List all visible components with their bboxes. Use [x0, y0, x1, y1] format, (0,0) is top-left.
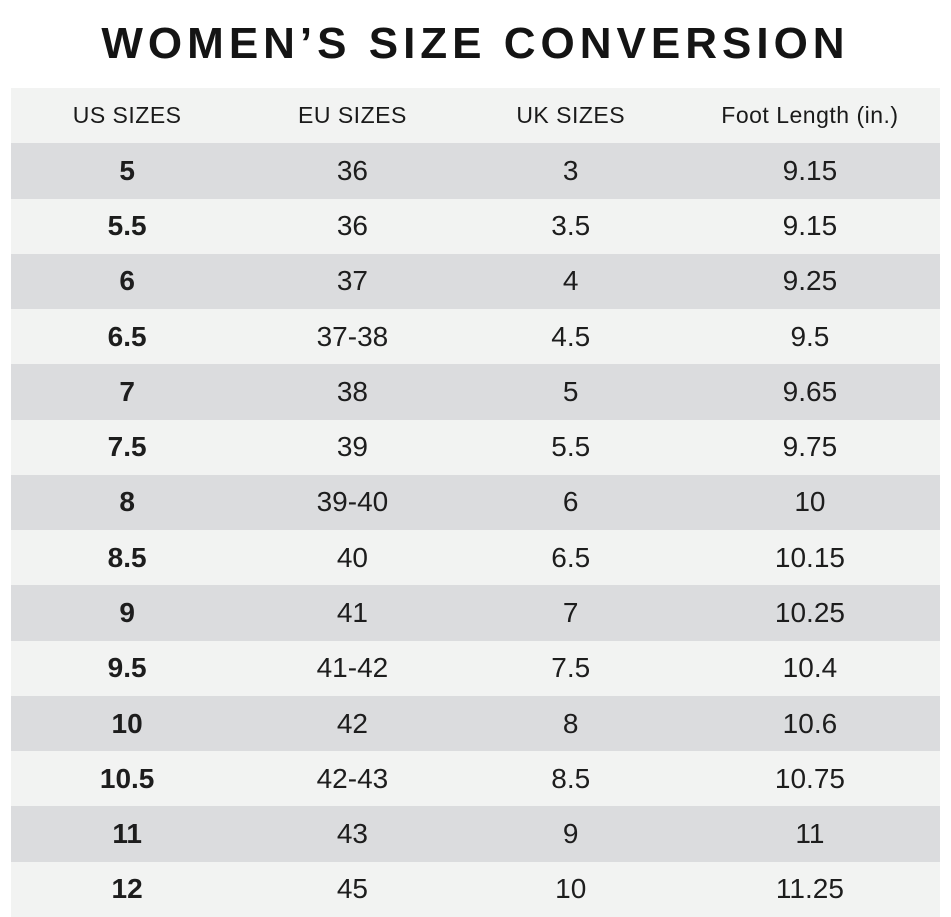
size-conversion-table: US SIZES EU SIZES UK SIZES Foot Length (…: [11, 88, 940, 917]
column-header-uk-sizes: UK SIZES: [516, 102, 626, 129]
cell-eu-size: 41-42: [316, 652, 389, 684]
table-row: 10.5 42-43 8.5 10.75: [11, 751, 940, 807]
cell-eu-size: 45: [336, 873, 368, 905]
cell-eu-size: 36: [336, 210, 368, 242]
cell-eu-size: 39: [336, 431, 368, 463]
cell-foot-length: 10.15: [774, 541, 845, 573]
cell-foot-length: 11: [795, 818, 825, 850]
cell-foot-length: 9.5: [790, 320, 830, 352]
cell-us-size: 9.5: [107, 652, 147, 684]
table-row: 6.5 37-38 4.5 9.5: [11, 309, 940, 365]
cell-uk-size: 3.5: [551, 210, 591, 242]
cell-us-size: 12: [111, 873, 143, 905]
cell-uk-size: 7: [562, 597, 579, 629]
cell-uk-size: 8.5: [551, 762, 591, 794]
cell-eu-size: 42: [336, 707, 368, 739]
cell-foot-length: 10.4: [782, 652, 838, 684]
table-row: 9 41 7 10.25: [11, 585, 940, 641]
cell-eu-size: 37: [336, 265, 368, 297]
cell-uk-size: 10: [555, 873, 587, 905]
table-row: 5.5 36 3.5 9.15: [11, 198, 940, 254]
table-row: 12 45 10 11.25: [11, 861, 940, 917]
cell-uk-size: 9: [562, 818, 579, 850]
cell-eu-size: 37-38: [316, 320, 389, 352]
cell-eu-size: 40: [336, 541, 368, 573]
column-header-foot-length: Foot Length (in.): [721, 102, 899, 129]
cell-us-size: 6.5: [107, 320, 147, 352]
table-row: 8.5 40 6.5 10.15: [11, 530, 940, 586]
cell-foot-length: 11.25: [775, 873, 844, 905]
table-row: 7 38 5 9.65: [11, 364, 940, 420]
cell-uk-size: 6.5: [551, 541, 591, 573]
cell-uk-size: 4.5: [551, 320, 591, 352]
cell-eu-size: 42-43: [316, 762, 389, 794]
cell-eu-size: 39-40: [316, 486, 389, 518]
cell-us-size: 11: [112, 818, 142, 850]
cell-us-size: 9: [119, 597, 135, 629]
cell-uk-size: 5: [562, 375, 579, 407]
cell-eu-size: 36: [336, 154, 368, 186]
cell-foot-length: 10.25: [774, 597, 845, 629]
cell-foot-length: 9.65: [782, 375, 838, 407]
column-header-us-sizes: US SIZES: [72, 102, 182, 129]
table-row: 9.5 41-42 7.5 10.4: [11, 640, 940, 696]
table-row: 8 39-40 6 10: [11, 474, 940, 531]
cell-foot-length: 9.15: [782, 210, 838, 242]
cell-uk-size: 5.5: [551, 431, 591, 463]
cell-eu-size: 41: [336, 597, 368, 629]
cell-foot-length: 10.6: [782, 707, 838, 739]
cell-uk-size: 8: [562, 707, 579, 739]
cell-uk-size: 6: [562, 486, 579, 518]
cell-eu-size: 43: [336, 818, 368, 850]
cell-us-size: 7: [119, 375, 135, 407]
cell-us-size: 10: [111, 707, 143, 739]
cell-us-size: 8.5: [107, 541, 147, 573]
cell-foot-length: 10: [794, 486, 826, 518]
cell-uk-size: 4: [562, 265, 579, 297]
table-header-row: US SIZES EU SIZES UK SIZES Foot Length (…: [11, 88, 940, 144]
cell-us-size: 5: [119, 154, 135, 186]
table-row: 10 42 8 10.6: [11, 695, 940, 752]
cell-us-size: 7.5: [107, 431, 147, 463]
cell-us-size: 10.5: [99, 762, 155, 794]
table-row: 6 37 4 9.25: [11, 253, 940, 310]
column-header-eu-sizes: EU SIZES: [298, 102, 407, 129]
cell-uk-size: 7.5: [551, 652, 591, 684]
page-title: WOMEN’S SIZE CONVERSION: [101, 19, 850, 68]
cell-us-size: 6: [119, 265, 135, 297]
cell-us-size: 5.5: [107, 210, 147, 242]
cell-us-size: 8: [119, 486, 135, 518]
table-row: 11 43 9 11: [11, 806, 940, 862]
cell-foot-length: 9.75: [782, 431, 838, 463]
table-row: 7.5 39 5.5 9.75: [11, 419, 940, 475]
cell-foot-length: 10.75: [774, 762, 845, 794]
cell-foot-length: 9.25: [782, 265, 838, 297]
cell-foot-length: 9.15: [782, 154, 838, 186]
table-row: 5 36 3 9.15: [11, 143, 940, 199]
cell-eu-size: 38: [336, 375, 368, 407]
cell-uk-size: 3: [562, 154, 579, 186]
